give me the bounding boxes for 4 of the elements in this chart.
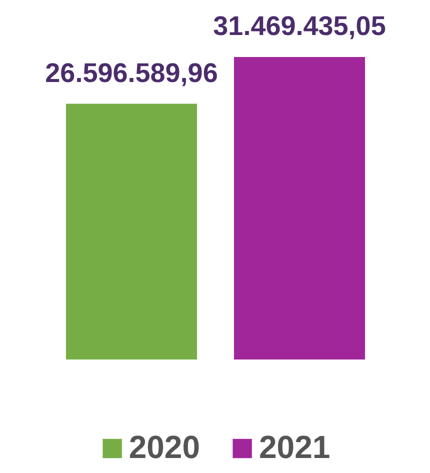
data-label: 26.596.589,96 xyxy=(45,58,218,88)
data-label: 31.469.435,05 xyxy=(213,10,386,41)
legend-label: 2020 xyxy=(128,429,200,466)
legend-label: 2021 xyxy=(259,429,330,466)
